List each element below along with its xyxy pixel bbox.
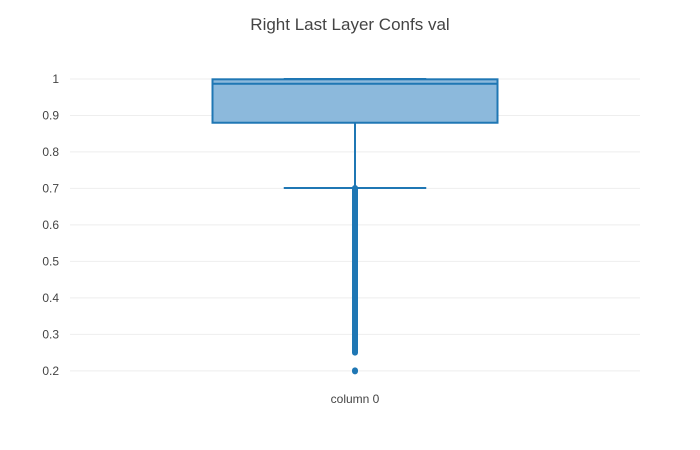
y-tick-label: 0.7	[42, 181, 59, 195]
y-tick-label: 1	[52, 72, 59, 86]
y-tick-label: 0.3	[42, 327, 59, 341]
y-tick-label: 0.5	[42, 254, 59, 268]
y-tick-label: 0.2	[42, 364, 59, 378]
box-trace	[211, 77, 499, 375]
x-tick-label: column 0	[331, 392, 380, 406]
x-axis-tick-labels: column 0	[331, 392, 380, 406]
outlier-point	[352, 367, 358, 375]
y-tick-label: 0.9	[42, 108, 59, 122]
y-tick-label: 0.6	[42, 218, 59, 232]
chart-title: Right Last Layer Confs val	[250, 15, 449, 34]
box-traces	[211, 77, 499, 375]
iqr-box	[211, 78, 499, 124]
y-tick-label: 0.4	[42, 291, 59, 305]
y-tick-label: 0.8	[42, 145, 59, 159]
y-axis-tick-labels: 0.2 0.3 0.4 0.5 0.6 0.7 0.8 0.9 1	[42, 72, 59, 378]
